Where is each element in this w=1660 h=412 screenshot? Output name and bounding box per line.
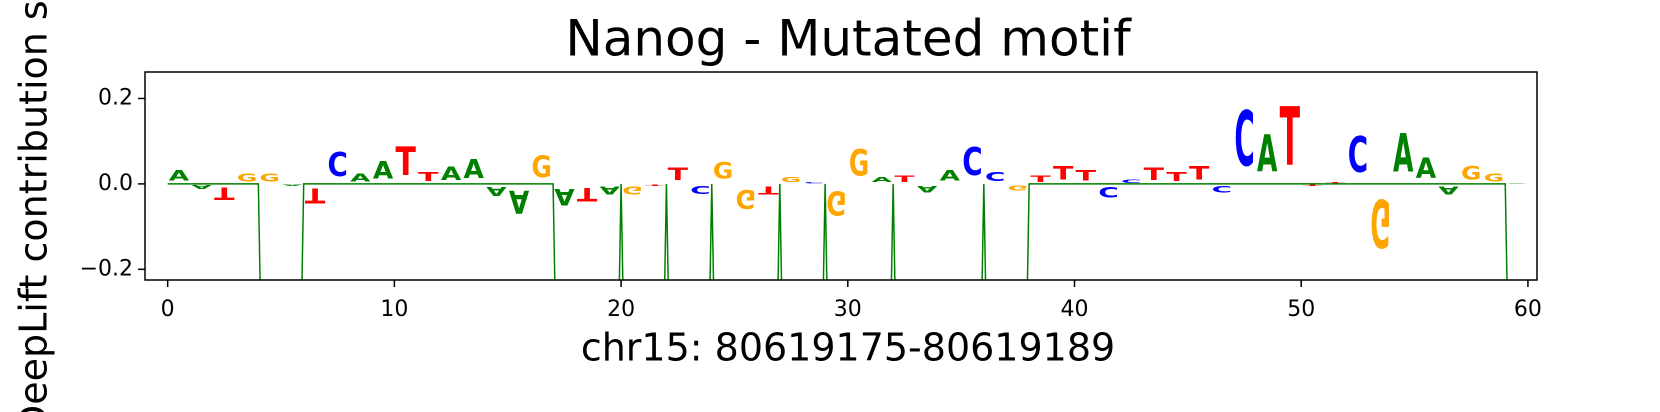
y-tick-label: 0.2 xyxy=(98,85,133,110)
logo-letter: G xyxy=(1008,184,1028,192)
logo-letter: A xyxy=(917,184,938,195)
logo-letter: T xyxy=(1166,170,1187,184)
logo-letter: G xyxy=(736,184,756,213)
logo-letter: C xyxy=(1234,97,1254,185)
logo-letter: G xyxy=(1370,184,1390,261)
logo-letter: A xyxy=(600,184,621,197)
logo-letter: A xyxy=(464,156,484,186)
y-axis-label: DeepLift contribution score xyxy=(12,0,56,412)
x-tick-label: 20 xyxy=(607,297,635,322)
logo-letter: A xyxy=(373,157,394,184)
logo-letter: G xyxy=(849,143,869,185)
logo-letter: G xyxy=(1461,164,1481,185)
logo-letter: G xyxy=(826,184,846,222)
logo-letter: A xyxy=(486,184,506,199)
logo-letter: G xyxy=(237,171,257,184)
logo-letter: A xyxy=(872,175,892,184)
logo-letter: T xyxy=(894,174,914,185)
logo-letter: C xyxy=(985,170,1005,185)
logo-letter: T xyxy=(1325,182,1346,184)
logo-letter: T xyxy=(1189,163,1210,184)
logo-letter: T xyxy=(668,165,689,184)
logo-letter: C xyxy=(1212,184,1232,195)
y-tick-label: 0.0 xyxy=(98,171,133,196)
logo-letter: C xyxy=(1348,128,1368,185)
logo-letter: C xyxy=(328,147,348,185)
x-tick-label: 40 xyxy=(1061,297,1089,322)
logo-letter: A xyxy=(350,172,371,184)
x-tick-label: 30 xyxy=(834,297,862,322)
logo-letter: T xyxy=(1144,165,1165,184)
logo-letter: A xyxy=(191,184,212,190)
contribution-line xyxy=(167,183,1508,280)
logo-letter: T xyxy=(1053,163,1074,184)
logo-letter: C xyxy=(962,140,982,185)
logo-letter: C xyxy=(804,182,824,184)
x-tick-label: 10 xyxy=(380,297,408,322)
logo-letter: G xyxy=(1484,171,1504,184)
logo-letter: A xyxy=(1257,124,1278,184)
x-tick-label: 50 xyxy=(1287,297,1315,322)
x-tick-label: 60 xyxy=(1514,297,1542,322)
logo-letter: G xyxy=(259,171,279,184)
logo-letter: T xyxy=(1076,167,1096,184)
logo-letter: A xyxy=(554,183,575,208)
chart-title: Nanog - Mutated motif xyxy=(565,10,1132,68)
logo-letter: T xyxy=(1302,184,1323,186)
logo-letter: G xyxy=(622,184,642,197)
logo-letter: A xyxy=(1438,184,1459,196)
logo-letter: C xyxy=(1121,179,1141,184)
logo-letter: T xyxy=(305,183,326,207)
x-tick-label: 0 xyxy=(161,297,175,322)
logo-letter: T xyxy=(645,184,666,186)
logo-letter: T xyxy=(396,140,417,185)
logo-letter: C xyxy=(1098,183,1118,200)
logo-letter: A xyxy=(1393,122,1414,184)
logo-letter: C xyxy=(690,184,710,196)
logo-letter: A xyxy=(169,167,190,184)
logo-letter: A xyxy=(282,184,303,186)
logo-letter: G xyxy=(713,158,733,184)
logo-letter: A xyxy=(1506,183,1527,184)
logo-letter: T xyxy=(758,183,779,196)
logo-letter: A xyxy=(441,164,462,185)
y-tick-label: −0.2 xyxy=(80,256,133,281)
x-axis-label: chr15: 80619175-80619189 xyxy=(581,326,1115,370)
logo-letter: T xyxy=(214,183,235,202)
logo-letter: T xyxy=(1030,174,1050,185)
logo-letter: T xyxy=(1280,92,1300,185)
logo-letter: A xyxy=(940,167,961,184)
logo-letter: A xyxy=(509,184,530,221)
logo-letter: A xyxy=(1416,153,1437,185)
axes-frame xyxy=(144,71,1538,281)
logo-letter: G xyxy=(532,151,552,184)
logo-letter: T xyxy=(577,184,598,205)
logo-letter: G xyxy=(781,176,801,184)
logo-letter: T xyxy=(418,170,439,184)
